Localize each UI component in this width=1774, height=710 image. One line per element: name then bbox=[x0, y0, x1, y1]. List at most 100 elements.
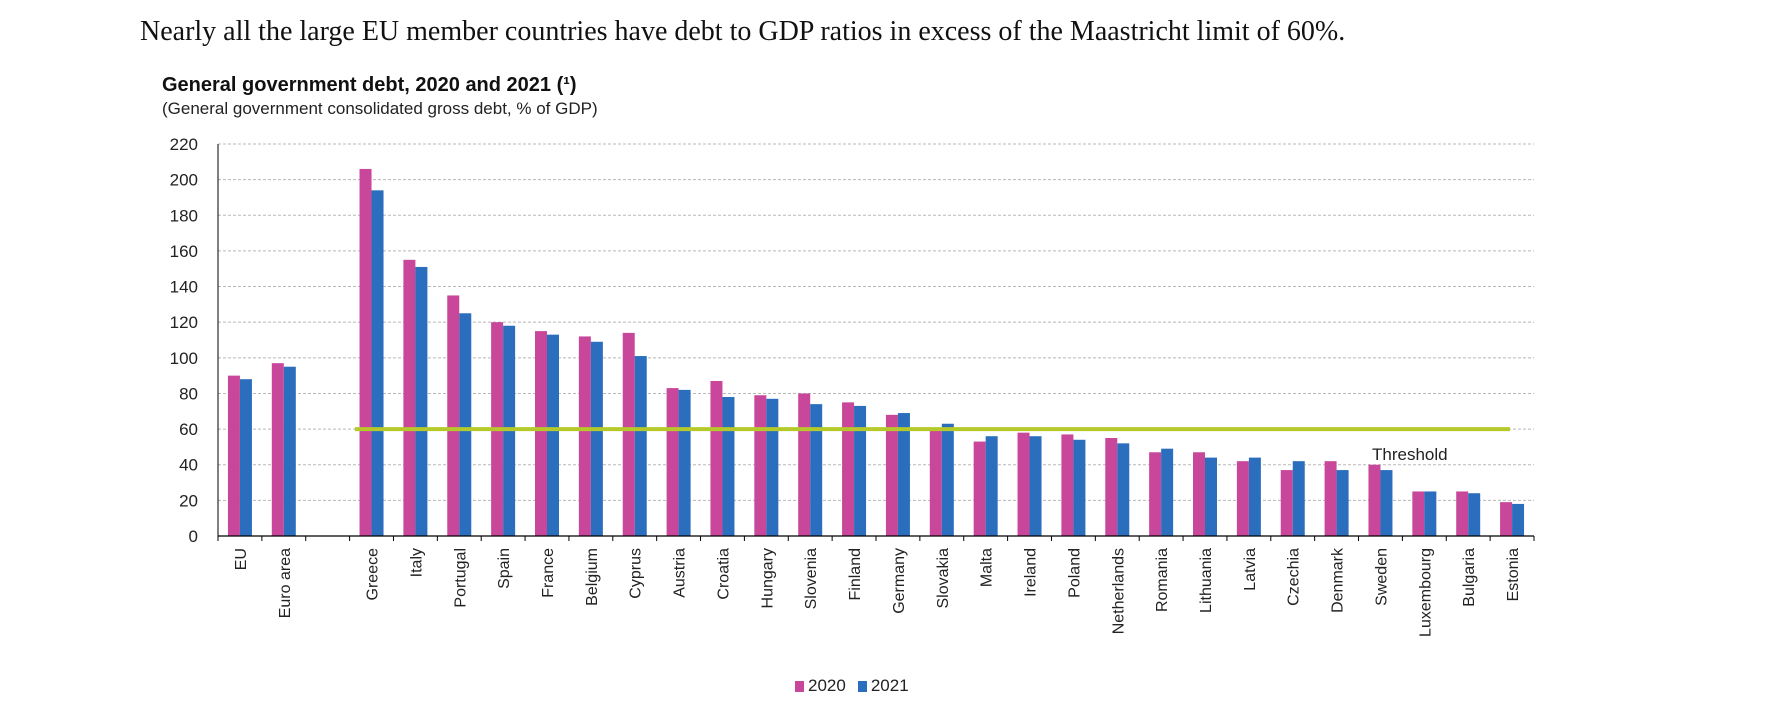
bar-2020-estonia bbox=[1500, 502, 1513, 536]
bar-2020-luxembourg bbox=[1412, 491, 1425, 536]
threshold-label: Threshold bbox=[1372, 445, 1448, 464]
x-tick-label: Spain bbox=[496, 548, 513, 589]
bar-2020-ireland bbox=[1017, 432, 1030, 536]
x-tick-label: Slovakia bbox=[935, 548, 952, 609]
bar-2020-czechia bbox=[1280, 470, 1293, 536]
bar-2021-romania bbox=[1161, 448, 1174, 536]
x-tick-label: Netherlands bbox=[1110, 548, 1127, 634]
bar-2021-malta bbox=[985, 436, 998, 536]
x-tick-label: Germany bbox=[891, 548, 908, 614]
bar-2020-denmark bbox=[1324, 461, 1337, 536]
bar-2020-austria bbox=[666, 388, 679, 536]
x-tick-label: Euro area bbox=[277, 548, 294, 618]
bar-2020-croatia bbox=[710, 380, 723, 536]
bar-2021-ireland bbox=[1029, 436, 1042, 536]
x-tick-label: Latvia bbox=[1242, 548, 1259, 591]
bar-2020-sweden bbox=[1368, 464, 1381, 536]
x-tick-label: Poland bbox=[1066, 548, 1083, 598]
bar-2020-slovakia bbox=[929, 430, 942, 536]
y-tick-label: 200 bbox=[170, 171, 198, 190]
bar-2020-italy bbox=[403, 259, 416, 536]
x-tick-label: Sweden bbox=[1373, 548, 1390, 606]
x-tick-label: Bulgaria bbox=[1461, 548, 1478, 607]
bar-2020-latvia bbox=[1236, 461, 1249, 536]
bar-2020-bulgaria bbox=[1456, 491, 1469, 536]
x-tick-label: Luxembourg bbox=[1417, 548, 1434, 637]
bar-2020-france bbox=[535, 331, 547, 536]
y-tick-label: 180 bbox=[170, 206, 198, 225]
bar-2021-portugal bbox=[459, 313, 472, 536]
bar-2021-finland bbox=[854, 405, 867, 536]
bar-2020-cyprus bbox=[622, 332, 635, 536]
x-tick-label: EU bbox=[233, 548, 250, 570]
bar-2020-finland bbox=[842, 402, 855, 536]
y-tick-label: 80 bbox=[179, 384, 198, 403]
x-tick-label: Belgium bbox=[584, 548, 601, 606]
x-tick-label: Austria bbox=[672, 548, 689, 598]
chart-subtitle: (General government consolidated gross d… bbox=[162, 99, 598, 118]
y-tick-label: 220 bbox=[170, 135, 198, 154]
legend: 2020 2021 bbox=[795, 676, 909, 696]
x-tick-label: Denmark bbox=[1330, 547, 1347, 613]
bar-2021-italy bbox=[415, 266, 428, 536]
legend-label-2020: 2020 bbox=[808, 676, 846, 695]
x-tick-label: Estonia bbox=[1505, 548, 1522, 601]
bar-2021-eu bbox=[239, 379, 252, 536]
bar-2021-austria bbox=[678, 389, 691, 536]
x-tick-label: Portugal bbox=[452, 548, 469, 608]
bar-2020-romania bbox=[1149, 452, 1162, 536]
legend-item-2021: 2021 bbox=[857, 676, 909, 696]
bar-2021-denmark bbox=[1336, 470, 1349, 536]
bar-2021-cyprus bbox=[634, 356, 647, 536]
bar-2021-slovenia bbox=[810, 404, 823, 536]
bar-2021-lithuania bbox=[1205, 457, 1217, 536]
bar-2021-belgium bbox=[590, 341, 603, 536]
x-tick-label: Ireland bbox=[1023, 548, 1040, 597]
legend-swatch-2021 bbox=[857, 680, 867, 692]
caption: Nearly all the large EU member countries… bbox=[140, 16, 1346, 47]
bar-2021-germany bbox=[897, 413, 910, 536]
bar-2021-poland bbox=[1073, 439, 1086, 536]
bar-2021-euro-area bbox=[283, 366, 296, 536]
x-tick-label: Cyprus bbox=[628, 548, 645, 599]
x-tick-label: Romania bbox=[1154, 548, 1171, 612]
y-tick-label: 120 bbox=[170, 313, 198, 332]
chart-title: General government debt, 2020 and 2021 (… bbox=[162, 74, 577, 96]
legend-item-2020: 2020 bbox=[795, 676, 846, 696]
bar-2020-euro-area bbox=[271, 363, 284, 536]
bar-2020-germany bbox=[885, 414, 898, 536]
y-tick-label: 40 bbox=[179, 456, 198, 475]
x-tick-label: France bbox=[540, 548, 557, 598]
x-tick-label: Italy bbox=[408, 548, 425, 577]
legend-label-2021: 2021 bbox=[870, 676, 909, 695]
x-tick-label: Greece bbox=[365, 548, 382, 601]
bar-2021-latvia bbox=[1248, 457, 1261, 536]
bar-2021-czechia bbox=[1292, 461, 1305, 536]
bar-2020-hungary bbox=[754, 395, 767, 536]
bar-2020-poland bbox=[1061, 434, 1074, 536]
bar-2021-sweden bbox=[1380, 470, 1393, 536]
y-tick-label: 60 bbox=[179, 420, 198, 439]
bar-2020-greece bbox=[359, 168, 372, 537]
x-tick-label: Croatia bbox=[715, 548, 732, 600]
x-tick-label: Malta bbox=[979, 548, 996, 587]
bar-2021-estonia bbox=[1512, 503, 1525, 536]
y-tick-label: 0 bbox=[189, 527, 198, 546]
x-tick-label: Slovenia bbox=[803, 548, 820, 609]
x-tick-label: Czechia bbox=[1286, 548, 1303, 606]
y-tick-label: 140 bbox=[170, 278, 198, 297]
bar-2021-bulgaria bbox=[1468, 493, 1481, 536]
y-tick-label: 20 bbox=[179, 491, 198, 510]
y-tick-label: 100 bbox=[170, 349, 198, 368]
bar-2020-lithuania bbox=[1193, 452, 1205, 536]
bar-2021-hungary bbox=[766, 398, 779, 536]
bar-2020-belgium bbox=[578, 336, 591, 536]
x-tick-label: Finland bbox=[847, 548, 864, 600]
bar-2021-greece bbox=[371, 190, 384, 536]
bar-2021-slovakia bbox=[941, 423, 954, 536]
x-tick-label: Hungary bbox=[759, 548, 776, 608]
bar-2021-croatia bbox=[722, 397, 735, 536]
bar-2020-portugal bbox=[447, 295, 460, 536]
legend-swatch-2020 bbox=[795, 680, 804, 692]
